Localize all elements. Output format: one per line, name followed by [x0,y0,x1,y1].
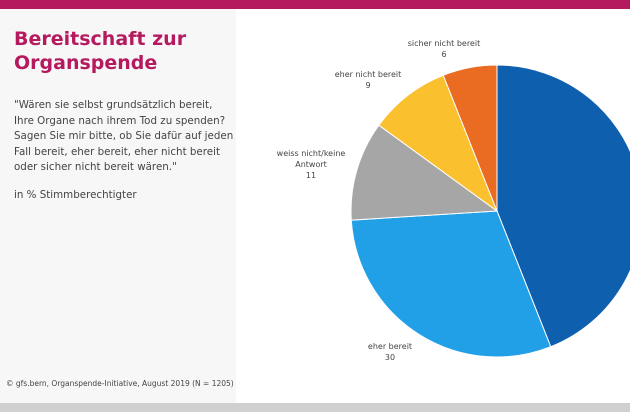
top-accent-bar [0,0,630,9]
unit-label: in % Stimmberechtigter [14,189,137,201]
info-panel [0,9,236,403]
survey-question: "Wären sie selbst grundsätzlich bereit, … [14,99,234,173]
label-eher-bereit: eher bereit 30 [367,342,413,362]
label-sicher-nicht-bereit: sicher nicht bereit 6 [407,39,481,59]
bottom-bar [0,403,630,412]
pie-slice-3 [378,74,499,213]
label-eher-nicht-bereit: eher nicht bereit 9 [334,70,402,90]
pie-slice-4 [442,64,498,212]
chart-title: Bereitschaft zur Organspende [14,28,187,74]
source-note: © gfs.bern, Organspende-Initiative, Augu… [6,379,234,388]
pie-slice-1 [350,210,552,358]
label-weiss-nicht: weiss nicht/keine Antwort 11 [276,149,346,180]
pie-slice-2 [350,124,499,221]
pie-slice-0 [496,64,630,348]
